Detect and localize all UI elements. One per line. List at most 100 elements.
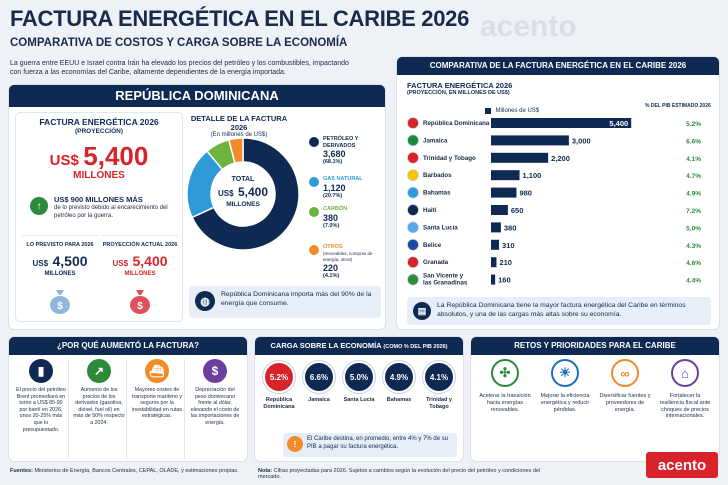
bar-value-label: 980 <box>519 189 532 198</box>
flag-icon <box>407 186 419 199</box>
donut-center-unit: MILLONES <box>226 201 260 208</box>
footer-logo: acento <box>646 452 718 478</box>
porque-item: ↗ Aumento de los precios de los derivados… <box>71 359 127 459</box>
flag-icon <box>407 273 419 286</box>
rd-factura-box: FACTURA ENERGÉTICA 2026 (PROYECCIÓN) US$… <box>15 112 183 322</box>
donut-legend-name: CARBÓN <box>323 206 348 212</box>
carga-item: 4.9% Bahamas <box>379 361 419 421</box>
carga-gauge: 4.9% <box>383 361 415 393</box>
detalle-subtitle: (En millones de US$) <box>210 132 268 138</box>
bar-legend-label: Millones de US$ <box>495 107 540 114</box>
carga-item: 5.0% Santa Lucía <box>339 361 379 421</box>
donut-legend-pct: (7.0%) <box>323 223 340 229</box>
carga-heading: CARGA SOBRE LA ECONOMÍA <box>270 341 382 350</box>
bar-category-label: Haití <box>423 207 437 214</box>
donut-legend: PETRÓLEO Y DERIVADOS 3,680 (68.1%) GAS NATU… <box>309 136 381 286</box>
donut-legend-value: 1,120 <box>323 183 346 193</box>
oil-barrel-icon: ▮ <box>29 359 53 383</box>
porque-item-text: El precio del petróleo Brent promediará … <box>16 387 66 433</box>
retos-heading: RETOS Y PRIORIDADES PARA EL CARIBE <box>471 337 719 355</box>
rd-previsto-unit: MILLONES <box>44 271 76 277</box>
retos-panel: RETOS Y PRIORIDADES PARA EL CARIBE ✣ Acel… <box>470 336 720 462</box>
porque-item: ▮ El precio del petróleo Brent promediará… <box>13 359 69 459</box>
bar-category-label: Granada <box>423 259 449 266</box>
chain-link-icon: ∞ <box>611 359 639 387</box>
rd-heading: REPÚBLICA DOMINICANA <box>9 85 385 107</box>
bar <box>491 118 632 128</box>
lightbulb-icon: ☀ <box>551 359 579 387</box>
donut-legend-swatch <box>309 177 319 187</box>
donut-slice-0 <box>191 137 300 251</box>
rd-amount-value: 5,400 <box>83 141 149 171</box>
rd-amount-unit: MILLONES <box>73 170 125 181</box>
retos-item: ⌂ Fortalecer la resiliencia fiscal ante c… <box>655 359 715 459</box>
footer-sources: Fuentes: Ministerios de Energía, Bancos … <box>10 468 250 474</box>
bar-category-label: Barbados <box>423 172 452 179</box>
up-arrow-icon: ↑ <box>30 197 48 215</box>
rd-factura-title: FACTURA ENERGÉTICA 2026 <box>39 117 159 127</box>
rd-actual-cur: US$ <box>112 259 129 268</box>
wind-turbine-icon: ✣ <box>491 359 519 387</box>
money-bag-red-icon: $ <box>128 288 152 314</box>
bar-category-label: Santa Lucía <box>423 224 458 231</box>
donut-legend-name: PETRÓLEO Y DERIVADOS <box>323 136 359 149</box>
donut-center-label: TOTAL <box>231 176 255 183</box>
comparativa-chart-subtitle: (PROYECCIÓN, EN MILLONES DE US$) <box>407 90 510 96</box>
porque-item-text: Mayores costes de transporte marítimo y … <box>131 387 183 420</box>
ship-icon: ⛴ <box>145 359 169 383</box>
bar-chart: República Dominicana 5,400 5.2% Jamaica 3,00… <box>407 117 701 287</box>
rd-actual-amount: US$ 5,400 <box>102 253 178 271</box>
bar-pct-label: 5.2% <box>686 121 701 128</box>
carga-country: República Dominicana <box>263 397 295 410</box>
donut-center: TOTAL US$ 5,400 MILLONES <box>203 176 283 208</box>
rd-amount: US$ 5,400 <box>16 141 182 172</box>
rd-factura-sub: (PROYECCIÓN) <box>74 128 124 135</box>
bar-category-label: Trinidad y Tobago <box>423 155 476 162</box>
carga-panel: CARGA SOBRE LA ECONOMÍA (COMO % DEL PIB … <box>254 336 464 462</box>
bar-legend: Millones de US$ <box>485 102 539 120</box>
chart-note-icon: ▤ <box>413 302 431 320</box>
comparativa-chart-title: FACTURA ENERGÉTICA 2026 <box>407 81 513 90</box>
brand-watermark-text: acento <box>480 10 577 43</box>
bar <box>491 257 497 268</box>
bar <box>491 205 508 215</box>
retos-item: ✣ Acelerar la transición hacia energías r… <box>475 359 535 459</box>
donut-legend-swatch <box>309 137 319 147</box>
bar-pct-label: 5.0% <box>686 225 701 232</box>
bar-value-label: 310 <box>502 241 515 250</box>
donut-legend-note: (renovables, compras de energía, otros) <box>323 251 373 262</box>
donut-legend-value: 380 <box>323 213 339 223</box>
pct-header: % DEL PIB ESTIMADO 2026 <box>645 103 711 109</box>
carga-item: 6.6% Jamaica <box>299 361 339 421</box>
footer-sources-label: Fuentes: <box>10 468 33 474</box>
bar-value-label: 2,200 <box>551 154 570 163</box>
rd-previsto-amount: US$ 4,500 <box>22 253 98 271</box>
retos-item: ∞ Diversificar fuentes y proveedores de e… <box>595 359 655 459</box>
detalle-title: DETALLE DE LA FACTURA 2026 <box>190 114 288 132</box>
bar <box>491 170 520 181</box>
bar-value-label: 160 <box>498 276 511 285</box>
rising-chart-icon: ↗ <box>87 359 111 383</box>
bar-value-label: 650 <box>511 206 524 215</box>
carga-country: Jamaica <box>308 397 330 403</box>
porque-item-text: Depreciación del peso dominicano frente … <box>190 387 240 426</box>
rd-extra-bold: US$ 900 MILLONES MÁS <box>54 195 143 204</box>
intro-text: La guerra entre EEUU e Israel contra Irá… <box>10 60 349 76</box>
retos-item-text: Mejorar la eficiencia energética y reduc… <box>540 393 590 413</box>
donut-center-value-row: US$ 5,400 <box>203 183 283 201</box>
flag-icon <box>407 256 419 269</box>
svg-text:$: $ <box>57 301 63 312</box>
carga-gauge: 4.1% <box>423 361 455 393</box>
bank-icon: ⌂ <box>671 359 699 387</box>
retos-item-text: Acelerar la transición hacia energías re… <box>479 393 531 413</box>
bar <box>491 239 500 250</box>
flag-icon <box>407 169 419 182</box>
bar-pct-label: 4.9% <box>686 191 701 198</box>
rd-panel: REPÚBLICA DOMINICANA FACTURA ENERGÉTICA … <box>8 84 386 330</box>
carga-heading-row: CARGA SOBRE LA ECONOMÍA (COMO % DEL PIB … <box>255 337 463 355</box>
money-bag-blue-icon: $ <box>48 288 72 314</box>
retos-item-text: Diversificar fuentes y proveedores de en… <box>599 393 651 413</box>
bar-value-label: 3,000 <box>572 136 591 145</box>
bar <box>491 135 569 146</box>
footer-note-text: Cifras proyectadas para 2026. Sujetos a … <box>258 468 541 480</box>
